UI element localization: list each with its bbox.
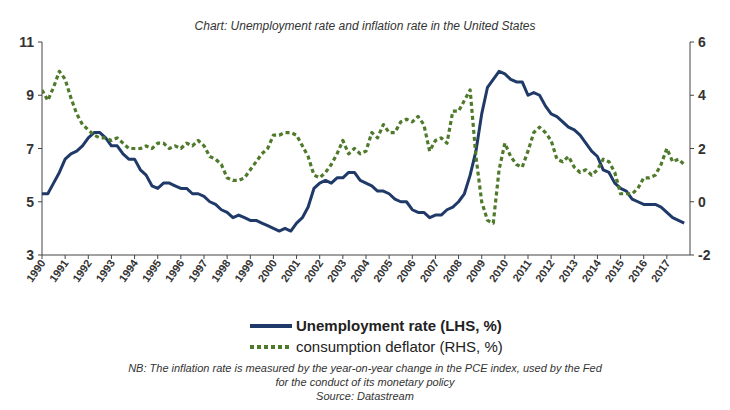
x-tick [134,255,135,259]
x-tick [666,255,667,259]
x-tick-label: 2016 [625,257,649,284]
x-tick [528,255,529,259]
y2-tick-label: 6 [698,34,706,50]
note: NB: The inflation rate is measured by th… [128,362,603,374]
x-tick-label: 2007 [417,257,441,284]
x-tick-label: 2017 [649,257,673,284]
y-tick [38,201,42,202]
x-tick [342,255,343,259]
legend-label: Unemployment rate (LHS, %) [296,317,502,334]
y-tick [38,42,42,43]
x-tick-label: 2004 [348,257,372,285]
x-tick [250,255,251,259]
x-tick [111,255,112,259]
y-tick-label: 9 [26,87,34,103]
y-tick-label: 3 [26,247,34,263]
x-tick [273,255,274,259]
x-tick-label: 2008 [440,257,464,284]
x-tick-label: 2014 [579,257,603,285]
x-tick-label: 2012 [533,257,557,284]
x-tick [481,255,482,259]
x-tick [504,255,505,259]
y2-tick-label: 4 [698,87,706,103]
y-tick [38,148,42,149]
x-tick [435,255,436,259]
y2-tick [690,42,694,43]
x-tick-label: 1995 [139,257,163,284]
plot-area [42,71,684,231]
x-tick [157,255,158,259]
x-tick-label: 1997 [186,257,210,284]
x-tick-label: 2015 [602,257,626,284]
x-tick [597,255,598,259]
x-tick [296,255,297,259]
y2-tick-label: 2 [698,141,706,157]
y2-tick [690,95,694,96]
x-tick [204,255,205,259]
x-tick [643,255,644,259]
x-tick-label: 2010 [487,257,511,284]
x-tick [88,255,89,259]
x-tick [319,255,320,259]
x-tick [180,255,181,259]
x-tick [42,255,43,259]
x-tick-label: 2001 [278,257,302,284]
x-tick-label: 2002 [301,257,325,284]
note: Source: Datastream [316,390,414,402]
y-tick-label: 7 [26,141,34,157]
x-tick-label: 1998 [209,257,233,284]
y2-tick-label: 0 [698,194,706,210]
x-tick-label: 2003 [325,257,349,284]
title: Chart: Unemployment rate and inflation r… [195,19,536,33]
legend-swatch [250,345,292,349]
chart: Chart: Unemployment rate and inflation r… [0,0,730,410]
x-tick-label: 1996 [163,257,187,284]
x-tick [551,255,552,259]
x-tick [412,255,413,259]
x-tick-label: 2006 [394,257,418,284]
y-tick-label: 5 [26,194,34,210]
x-tick-label: 2009 [463,257,487,284]
series-line [42,71,684,223]
legend-swatch [250,324,292,328]
x-tick [65,255,66,259]
x-tick-label: 2013 [556,257,580,284]
y2-tick [690,201,694,202]
x-tick-label: 1992 [70,257,94,284]
y-tick [38,95,42,96]
y2-tick-label: -2 [698,247,711,263]
x-tick [574,255,575,259]
x-tick [389,255,390,259]
x-tick-label: 1990 [24,257,48,284]
x-tick [366,255,367,259]
y-tick [38,255,42,256]
note: for the conduct of its monetary policy [275,376,456,388]
x-tick-label: 1991 [47,257,71,284]
x-tick-label: 1993 [93,257,117,284]
x-tick-label: 1999 [232,257,256,284]
x-tick [227,255,228,259]
y2-tick [690,148,694,149]
x-tick-label: 2005 [371,257,395,284]
x-tick-label: 2000 [255,257,279,284]
x-tick [458,255,459,259]
x-tick [620,255,621,259]
y2-tick [690,255,694,256]
series-line [42,71,684,231]
x-tick-label: 2011 [510,257,534,283]
y-tick-label: 11 [19,34,34,50]
legend-label: consumption deflator (RHS, %) [296,338,503,355]
x-tick-label: 1994 [116,257,140,285]
